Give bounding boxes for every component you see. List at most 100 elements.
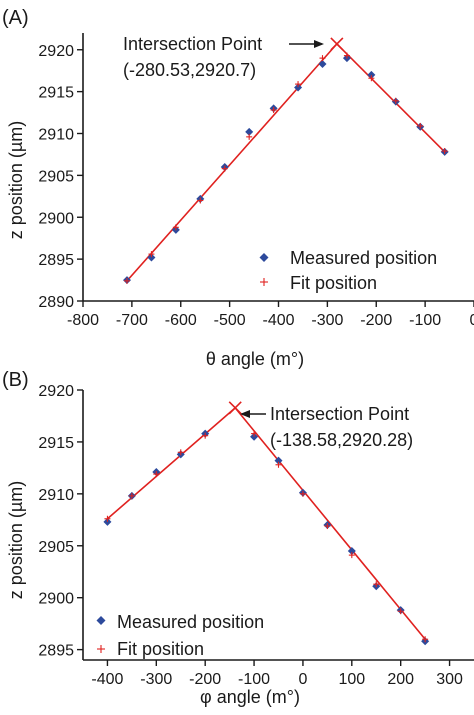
fit-point [368,75,375,82]
y-axis-label-b: z position (µm) [6,481,26,599]
measured-point [147,253,156,262]
legend-fit-marker-b [97,645,105,653]
y-tick-label: 2895 [38,643,74,660]
fit-point [197,197,204,204]
measured-point [367,70,376,79]
x-tick-label: 200 [387,671,414,688]
fit-line [336,43,446,153]
x-tick-label: -700 [116,312,148,329]
fit-point [123,277,130,284]
legend-fit-label-b: Fit position [117,639,204,659]
fit-point [373,581,380,588]
fit-point [275,461,282,468]
legend-fit-marker-a [260,278,268,286]
marks-b [103,429,430,646]
fit-point [177,449,184,456]
panel-label-a: (A) [2,7,29,29]
x-tick-label: -500 [214,312,246,329]
measured-point [294,83,303,92]
legend-measured-label-a: Measured position [290,248,437,268]
panel-a: (A) z position (µm) θ angle (m°) -800 -70… [2,7,474,369]
y-tick-label: 2890 [38,294,74,311]
x-tick-label: -600 [165,312,197,329]
legend-measured-marker-a [259,253,269,262]
y-tick-label: 2900 [38,591,74,608]
x-tick-label: -800 [67,312,99,329]
fit-point [221,165,228,172]
annotation-title-a: Intersection Point [123,34,262,54]
fit-line [234,407,426,640]
y-tick-label: 2905 [38,168,74,185]
intersection-marker-b [228,401,242,415]
y-ticks-b: 2895 2900 2905 2910 2915 2920 [38,383,83,660]
x-tick-label: -400 [262,312,294,329]
fit-point [319,55,326,62]
fit-line [126,43,338,282]
x-ticks-a: -800 -700 -600 -500 -400 -300 -200 -100 0 [67,301,474,329]
x-tick-label: -300 [140,671,172,688]
legend-a: Measured position Fit position [259,248,437,293]
y-tick-label: 2920 [38,383,74,400]
fit-point [128,492,135,499]
marks-a [122,52,449,285]
x-tick-label: 0 [298,671,307,688]
y-tick-label: 2915 [38,435,74,452]
x-axis-label-b: φ angle (m°) [200,687,300,707]
fit-point [202,432,209,439]
measured-point [318,59,327,68]
x-tick-label: 100 [338,671,365,688]
measured-point [245,127,254,136]
annotation-arrow-a [289,40,324,48]
annotation-value-b: (-138.58,2920.28) [270,430,413,450]
fit-point [392,97,399,104]
fit-point [348,552,355,559]
measured-point [250,432,259,441]
intersection-x-stroke [228,401,242,415]
panel-b: (B) z position (µm) φ angle (m°) -400 -30… [2,369,474,707]
x-tick-label: -100 [238,671,270,688]
x-tick-label: -400 [91,671,123,688]
panel-label-b: (B) [2,369,29,391]
y-tick-label: 2910 [38,487,74,504]
fit-point [422,636,429,643]
annotation-value-a: (-280.53,2920.7) [123,60,256,80]
measured-point [274,456,283,465]
fit-point [324,523,331,530]
fit-point [299,490,306,497]
measured-point [103,517,112,526]
annotation-arrow-b [240,410,266,418]
legend-fit-label-a: Fit position [290,273,377,293]
y-tick-label: 2910 [38,127,74,144]
fit-point [295,81,302,88]
y-tick-label: 2900 [38,210,74,227]
y-ticks-a: 2890 2895 2900 2905 2910 2915 2920 [38,43,83,311]
measured-point [347,546,356,555]
y-axis-label-a: z position (µm) [6,121,26,239]
annotation-title-b: Intersection Point [270,404,409,424]
x-tick-label: -100 [409,312,441,329]
fit-point [441,148,448,155]
fit-point [343,52,350,59]
fit-point [270,107,277,114]
x-axis-label-a: θ angle (m°) [206,349,304,369]
x-tick-label: -200 [360,312,392,329]
x-tick-label: -200 [189,671,221,688]
y-tick-label: 2905 [38,539,74,556]
fit-lines-a [126,43,446,282]
legend-b: Measured position Fit position [96,612,264,659]
intersection-x-stroke [330,37,344,51]
fit-point [397,608,404,615]
x-tick-label: 300 [436,671,463,688]
fit-point [148,251,155,258]
y-tick-label: 2920 [38,43,74,60]
fit-point [104,515,111,522]
x-ticks-b: -400 -300 -200 -100 0 100 200 300 [91,660,463,688]
fit-line [106,407,236,520]
fit-lines-b [106,407,426,640]
fit-point [251,430,258,437]
fit-point [153,471,160,478]
legend-measured-marker-b [96,616,106,625]
fit-point [246,133,253,140]
fit-point [417,122,424,129]
